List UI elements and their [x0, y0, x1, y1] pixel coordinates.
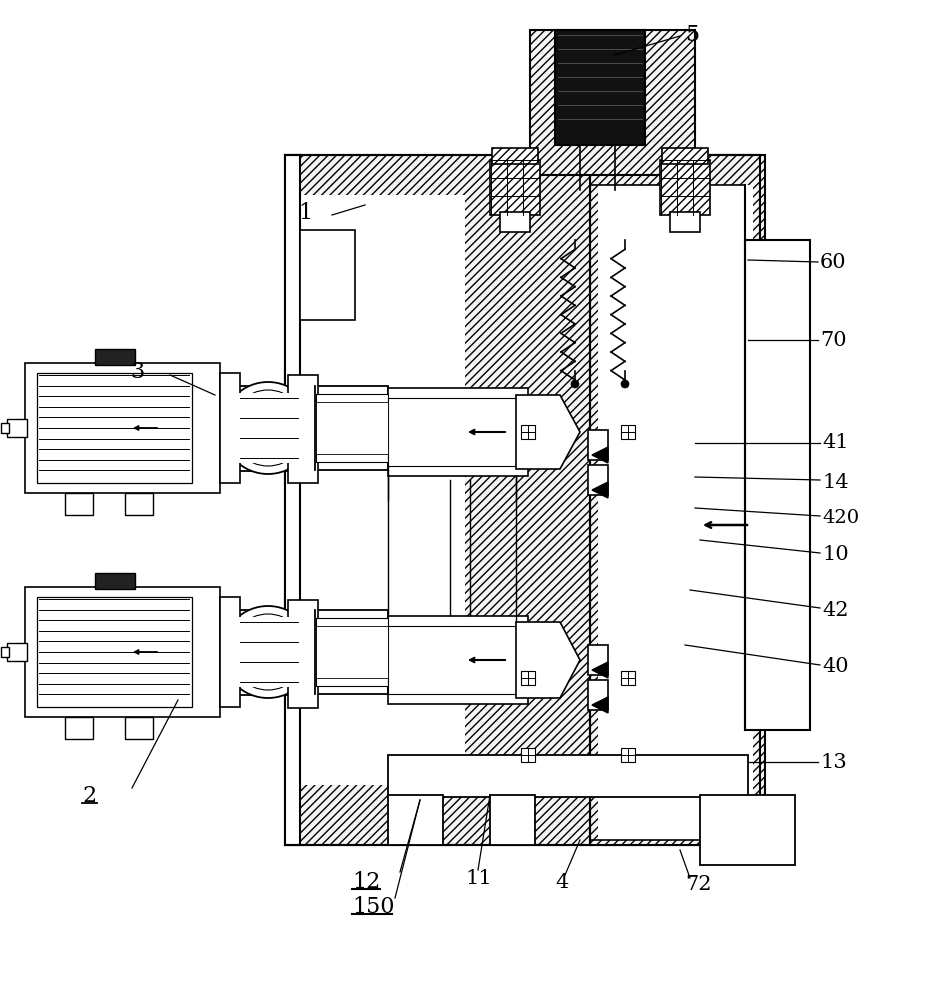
Bar [598, 185, 753, 840]
Text: 14: 14 [822, 473, 849, 491]
Circle shape [222, 382, 314, 474]
Bar [288, 600, 318, 708]
Bar [25, 587, 220, 717]
Bar [238, 610, 298, 695]
Bar [220, 597, 240, 707]
Text: 42: 42 [822, 600, 849, 619]
Bar [65, 717, 93, 739]
Text: 10: 10 [822, 546, 849, 564]
Circle shape [571, 380, 579, 388]
Bar [37, 597, 192, 707]
Text: 40: 40 [822, 658, 849, 676]
Bar [37, 373, 192, 483]
Circle shape [621, 380, 629, 388]
Bar [300, 230, 355, 320]
Bar [621, 425, 635, 439]
Bar [588, 645, 608, 675]
Bar [492, 148, 538, 164]
Bar [621, 671, 635, 685]
Bar [388, 398, 516, 466]
Bar [521, 748, 535, 762]
Bar [388, 388, 528, 476]
Polygon shape [592, 447, 608, 463]
Polygon shape [516, 622, 580, 698]
Bar [670, 212, 700, 232]
Bar [588, 465, 608, 495]
Bar [220, 373, 240, 483]
Text: 4: 4 [555, 872, 569, 892]
Bar [7, 643, 27, 661]
Circle shape [230, 614, 306, 690]
Polygon shape [592, 697, 608, 713]
Text: 70: 70 [820, 330, 847, 350]
Bar [590, 155, 760, 845]
Text: 72: 72 [685, 876, 712, 894]
Bar [388, 755, 748, 797]
Text: 60: 60 [820, 252, 847, 271]
Text: 5: 5 [685, 24, 699, 46]
Bar [662, 148, 708, 164]
Bar [316, 394, 388, 462]
Bar [238, 617, 298, 687]
Circle shape [222, 606, 314, 698]
Text: 3: 3 [130, 361, 144, 383]
Bar [1, 423, 9, 433]
Text: 150: 150 [352, 896, 395, 918]
Bar [316, 386, 388, 470]
Bar [125, 717, 153, 739]
Text: 11: 11 [465, 868, 492, 888]
Bar [490, 160, 540, 215]
Bar [388, 795, 443, 845]
Bar [490, 795, 535, 845]
Bar [238, 393, 298, 463]
Bar [500, 212, 530, 232]
Bar [25, 363, 220, 493]
Text: 12: 12 [352, 871, 381, 893]
Bar [388, 616, 528, 704]
Polygon shape [516, 395, 580, 469]
Bar [521, 425, 535, 439]
Bar [660, 160, 710, 215]
Bar [588, 430, 608, 460]
Circle shape [230, 390, 306, 466]
Text: 2: 2 [82, 785, 96, 807]
Text: 420: 420 [822, 509, 859, 527]
Text: 41: 41 [822, 434, 849, 452]
Bar [288, 375, 318, 483]
Bar [316, 402, 388, 454]
Bar [95, 573, 135, 589]
Polygon shape [592, 482, 608, 498]
Polygon shape [592, 662, 608, 678]
Bar [95, 349, 135, 365]
Bar [7, 419, 27, 437]
Bar [125, 493, 153, 515]
Bar [238, 386, 298, 471]
Bar [295, 195, 465, 785]
Bar [530, 30, 695, 175]
Bar [316, 626, 388, 678]
Bar [700, 795, 795, 865]
Bar [1, 647, 9, 657]
Text: 1: 1 [298, 202, 312, 224]
Bar [388, 626, 516, 694]
Bar [285, 155, 765, 845]
Text: 13: 13 [820, 752, 847, 772]
Bar [745, 240, 810, 730]
Bar [316, 610, 388, 694]
Bar [621, 748, 635, 762]
Bar [588, 680, 608, 710]
Bar [316, 618, 388, 686]
Bar [285, 155, 300, 845]
Bar [555, 30, 645, 145]
Bar [65, 493, 93, 515]
Bar [521, 671, 535, 685]
